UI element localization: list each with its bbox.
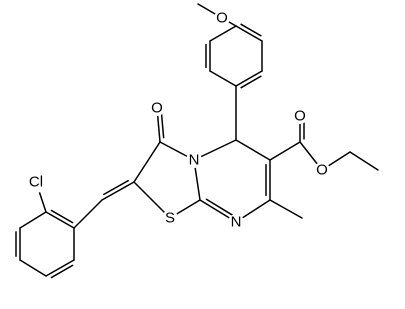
double-bond bbox=[240, 75, 262, 89]
bonds bbox=[15, 3, 379, 279]
label-mask bbox=[214, 10, 230, 26]
atom-label: O bbox=[316, 162, 328, 179]
double-bond bbox=[205, 198, 235, 217]
label-mask bbox=[25, 171, 47, 193]
label-mask bbox=[228, 214, 244, 230]
double-bond bbox=[50, 264, 74, 279]
bond bbox=[235, 70, 263, 87]
bond bbox=[73, 199, 103, 229]
double-bond bbox=[160, 110, 165, 139]
bond bbox=[45, 259, 75, 277]
bond bbox=[235, 25, 263, 42]
bond bbox=[209, 70, 237, 87]
bond bbox=[209, 25, 237, 42]
bond bbox=[101, 181, 135, 201]
atom-label: O bbox=[294, 108, 306, 125]
label-mask bbox=[314, 162, 330, 178]
double-bond bbox=[50, 209, 74, 224]
bond bbox=[349, 151, 379, 171]
atom-labels: O O O O N N S Cl bbox=[25, 10, 330, 231]
atom-label: Cl bbox=[29, 174, 43, 191]
bond bbox=[235, 139, 271, 161]
label-mask bbox=[149, 100, 165, 116]
atom-label: O bbox=[216, 10, 228, 27]
bond bbox=[45, 211, 75, 229]
atom-label: N bbox=[189, 152, 200, 169]
atom-label: S bbox=[165, 210, 175, 227]
bond bbox=[133, 141, 161, 183]
bond bbox=[133, 181, 171, 219]
atom-label: O bbox=[151, 100, 163, 117]
bond bbox=[269, 141, 301, 161]
bond bbox=[269, 199, 303, 219]
label-mask bbox=[186, 152, 202, 168]
label-mask bbox=[162, 210, 178, 226]
label-mask bbox=[292, 108, 308, 124]
atom-label: N bbox=[231, 214, 242, 231]
double-bond bbox=[240, 23, 262, 37]
bond bbox=[19, 211, 47, 229]
double-bond bbox=[103, 179, 129, 196]
bond bbox=[19, 259, 47, 277]
